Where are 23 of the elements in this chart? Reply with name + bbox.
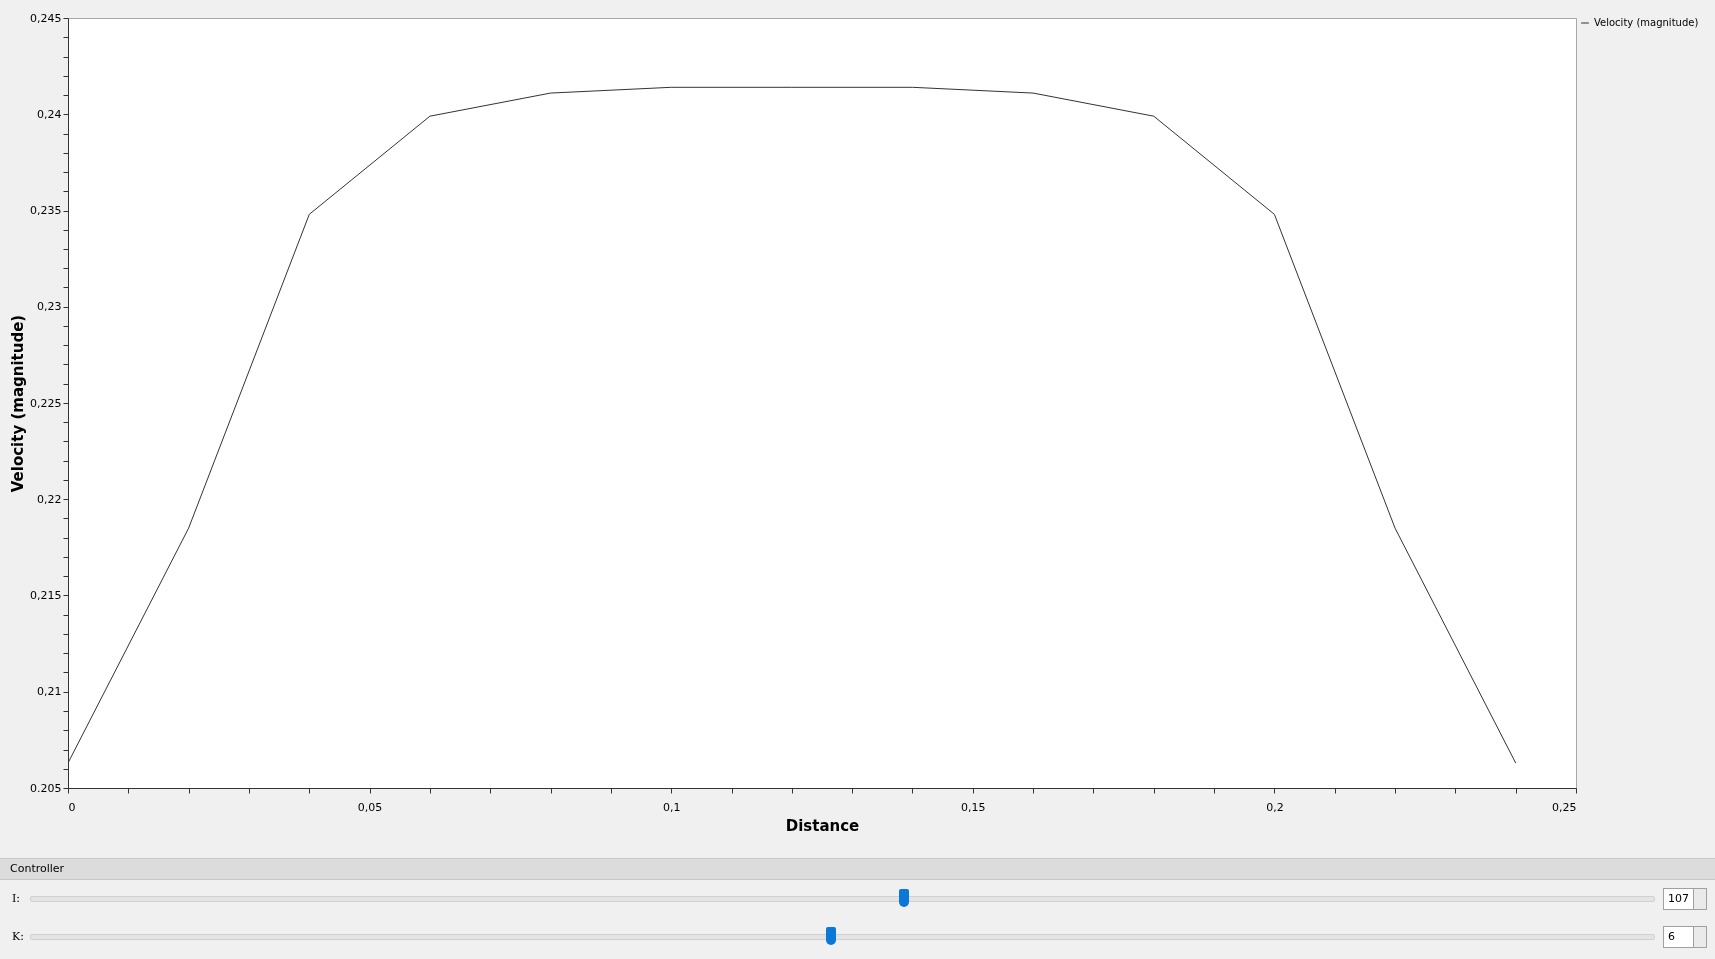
y-tick-label: 0,225 — [30, 396, 62, 410]
y-tick-label: 0,24 — [37, 107, 62, 121]
x-tick-label: 0,15 — [961, 800, 986, 814]
text: I: — [12, 892, 21, 905]
text: K: — [12, 930, 24, 943]
x-axis-title: Distance — [785, 816, 860, 835]
text: Controller — [0, 858, 1715, 880]
y-tick-label: 0,21 — [37, 685, 62, 699]
y-axis-title: Velocity (magnitude) — [9, 314, 28, 493]
y-tick-label: 0,23 — [37, 300, 62, 314]
number-field: 6 — [1663, 926, 1707, 948]
y-tick-label: 0,245 — [30, 11, 62, 25]
x-tick-label: 0,05 — [357, 800, 383, 814]
x-tick-label: 0,1 — [662, 800, 681, 814]
x-tick-label: 0,25 — [1552, 800, 1577, 814]
legend-label: Velocity (magnitude) — [1594, 17, 1699, 28]
y-tick-label: 0,22 — [37, 492, 62, 506]
number-field: 107 — [1663, 888, 1707, 910]
x-tick-label: 0 — [68, 800, 76, 814]
x-tick-label: 0,2 — [1266, 800, 1284, 814]
y-tick-label: 0,215 — [30, 589, 62, 602]
y-tick-label: 0,235 — [30, 204, 62, 217]
y-tick-label: 0.205 — [30, 781, 62, 795]
